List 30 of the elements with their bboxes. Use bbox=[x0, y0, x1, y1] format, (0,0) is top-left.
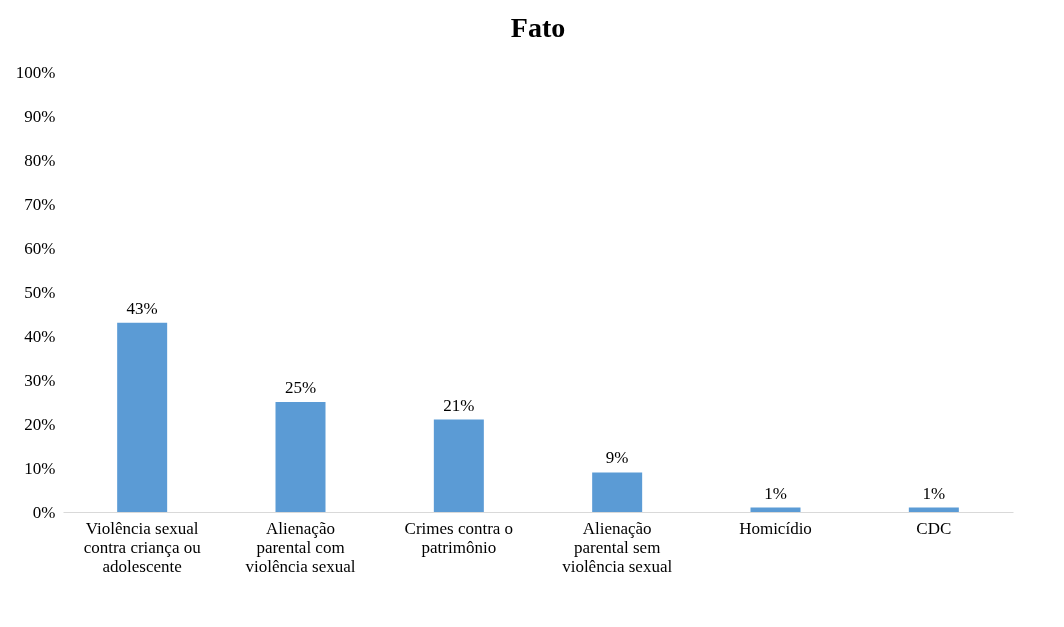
y-tick-label: 80% bbox=[24, 150, 56, 170]
bar bbox=[117, 322, 168, 512]
x-tick-label: Homicídio bbox=[739, 518, 812, 538]
bar bbox=[275, 402, 326, 512]
y-tick-label: 40% bbox=[24, 326, 56, 346]
y-tick-label: 30% bbox=[24, 370, 56, 390]
data-label: 9% bbox=[605, 448, 629, 468]
y-tick-label: 70% bbox=[24, 194, 56, 214]
bar bbox=[433, 419, 484, 512]
y-tick-label: 100% bbox=[15, 62, 56, 82]
bar bbox=[750, 507, 801, 512]
x-tick-label: Violência sexual contra criança ou adolescente bbox=[83, 518, 202, 576]
x-tick-label: Alienação parental sem violência sexual bbox=[562, 518, 673, 576]
bar bbox=[908, 507, 959, 512]
data-label: 21% bbox=[443, 395, 475, 415]
chart-title: Fato bbox=[510, 12, 566, 43]
data-label: 1% bbox=[922, 483, 946, 503]
y-tick-label: 50% bbox=[24, 282, 56, 302]
data-label: 1% bbox=[764, 483, 787, 503]
x-tick-label: Crimes contra o patrimônio bbox=[404, 518, 514, 557]
x-tick-label: CDC bbox=[916, 518, 952, 538]
data-label: 43% bbox=[126, 298, 158, 318]
data-label: 25% bbox=[284, 378, 317, 397]
x-tick-label: Alienação parental com violência sexual bbox=[245, 518, 356, 576]
y-tick-label: 90% bbox=[24, 106, 56, 126]
y-tick-label: 10% bbox=[24, 458, 56, 478]
y-tick-label: 60% bbox=[24, 238, 56, 258]
y-tick-label: 0% bbox=[32, 502, 56, 522]
bar bbox=[592, 472, 643, 512]
y-tick-label: 20% bbox=[24, 414, 56, 434]
